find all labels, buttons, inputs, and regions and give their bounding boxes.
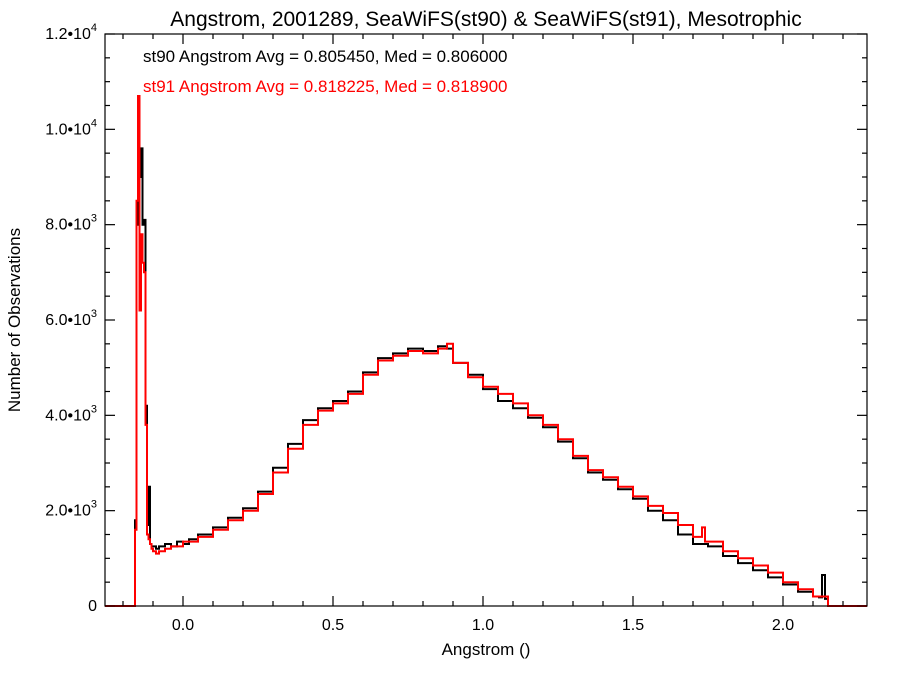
series-layer [105, 95, 867, 607]
y-axis: 0 2.0•103 4.0•103 6.0•103 8.0•103 1.0•104 1.2•… [45, 22, 867, 615]
chart-title: Angstrom, 2001289, SeaWiFS(st90) & SeaWi… [170, 8, 801, 31]
x-tick-label: 1.5 [622, 617, 644, 634]
y-tick-label: 2.0•103 [45, 499, 97, 520]
st91-stats-annotation: st91 Angstrom Avg = 0.818225, Med = 0.81… [143, 77, 508, 96]
x-axis-title: Angstrom () [442, 640, 531, 659]
x-tick-label: 0.0 [172, 617, 194, 634]
y-axis-title: Number of Observations [5, 228, 24, 412]
y-tick-label: 1.2•104 [45, 22, 97, 43]
y-tick-label: 6.0•103 [45, 308, 97, 329]
y-tick-label: 8.0•103 [45, 213, 97, 234]
y-tick-label: 0 [88, 598, 97, 615]
y-tick-label: 1.0•104 [45, 117, 97, 138]
y-tick-label: 4.0•103 [45, 403, 97, 424]
st90-stats-annotation: st90 Angstrom Avg = 0.805450, Med = 0.80… [143, 47, 508, 66]
plot-frame [104, 33, 868, 607]
series-line-st91 [105, 95, 867, 607]
x-tick-label: 1.0 [472, 617, 494, 634]
x-axis: 0.0 0.5 1.0 1.5 2.0 [122, 34, 844, 634]
x-tick-label: 0.5 [322, 617, 344, 634]
x-tick-label: 2.0 [772, 617, 794, 634]
